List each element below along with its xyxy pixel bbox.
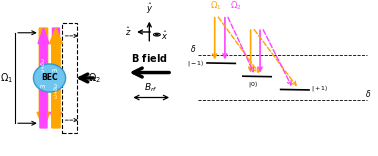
Text: $\hat{y}$: $\hat{y}$ [146, 1, 153, 16]
Text: $\delta$: $\delta$ [365, 88, 371, 99]
Text: $3$: $3$ [51, 67, 60, 73]
Text: $\Omega_2$: $\Omega_2$ [230, 0, 241, 12]
Text: $|0\rangle$: $|0\rangle$ [248, 79, 258, 89]
Text: $\hat{z}$: $\hat{z}$ [125, 26, 132, 38]
Text: $|+1\rangle$: $|+1\rangle$ [311, 83, 328, 93]
Text: $|-1\rangle$: $|-1\rangle$ [187, 58, 205, 68]
Text: $\delta$: $\delta$ [190, 43, 197, 54]
Ellipse shape [34, 64, 66, 92]
Text: $\Omega_1$: $\Omega_1$ [210, 0, 221, 12]
Text: $\Omega_2$: $\Omega_2$ [88, 71, 101, 85]
Circle shape [156, 34, 158, 35]
Text: $\Omega_1$: $\Omega_1$ [0, 71, 13, 85]
Text: BEC: BEC [41, 73, 58, 83]
FancyArrow shape [38, 28, 49, 128]
Text: $\mathbf{B}$ field: $\mathbf{B}$ field [131, 52, 167, 64]
Text: $\omega{+}\delta\omega$: $\omega{+}\delta\omega$ [52, 82, 60, 99]
Text: $3$: $3$ [39, 83, 48, 89]
FancyArrow shape [37, 28, 50, 128]
Text: $B_{rf}$: $B_{rf}$ [144, 82, 158, 94]
Text: $\omega{+}\delta\omega$: $\omega{+}\delta\omega$ [39, 57, 48, 74]
FancyArrow shape [51, 28, 61, 128]
Text: $\hat{x}$: $\hat{x}$ [161, 29, 169, 42]
FancyArrow shape [50, 28, 62, 128]
Bar [62, 23, 77, 133]
